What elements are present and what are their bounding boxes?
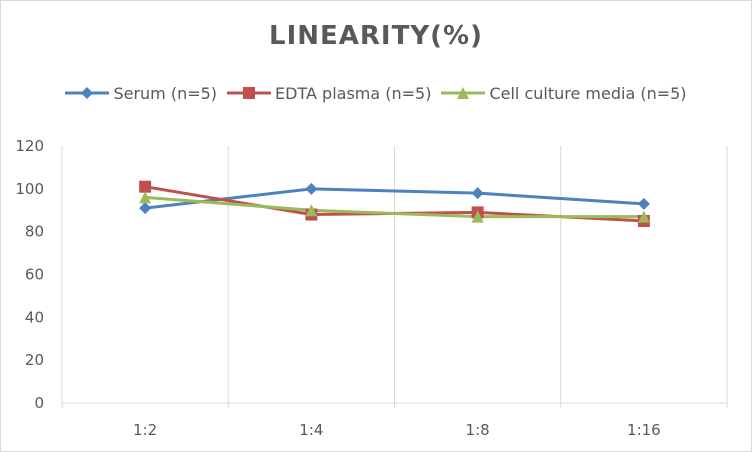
y-tick-label: 100 (15, 180, 44, 198)
data-point-triangle (471, 210, 484, 223)
chart-title: LINEARITY(%) (269, 21, 483, 51)
data-point-diamond (637, 197, 650, 210)
data-point-square (139, 180, 152, 193)
y-tick-label: 60 (25, 266, 44, 284)
x-tick-label: 1:2 (133, 421, 157, 439)
legend-label-cell-culture-media: Cell culture media (n=5) (489, 83, 687, 103)
x-tick-label: 1:4 (299, 421, 323, 439)
legend-item-serum: Serum (n=5) (65, 84, 217, 103)
legend-item-edta-plasma: EDTA plasma (n=5) (227, 84, 431, 103)
legend-label-edta-plasma: EDTA plasma (n=5) (275, 83, 432, 103)
legend-marker-serum (65, 87, 110, 99)
x-tick-label: 1:8 (466, 421, 490, 439)
data-point-triangle (305, 204, 318, 217)
chart-legend: Serum (n=5) EDTA plasma (n=5) Cell cultu… (1, 81, 751, 105)
y-tick-label: 20 (25, 351, 44, 369)
y-tick-label: 0 (34, 394, 44, 412)
series-line-0 (144, 187, 644, 210)
data-point-triangle (139, 191, 152, 204)
legend-marker-cell-culture-media (441, 87, 486, 99)
legend-item-cell-culture-media: Cell culture media (n=5) (441, 83, 687, 103)
x-tick-label: 1:16 (627, 421, 661, 439)
y-tick-label: 80 (25, 223, 44, 241)
series-line-2 (145, 195, 644, 219)
data-point-diamond (471, 187, 484, 200)
legend-marker-edta-plasma (227, 87, 272, 99)
data-point-triangle (637, 210, 650, 223)
data-point-diamond (305, 182, 318, 195)
legend-label-serum: Serum (n=5) (113, 83, 218, 103)
y-tick-label: 40 (25, 308, 44, 326)
data-point-diamond (139, 202, 152, 215)
y-tick-label: 120 (15, 137, 44, 155)
